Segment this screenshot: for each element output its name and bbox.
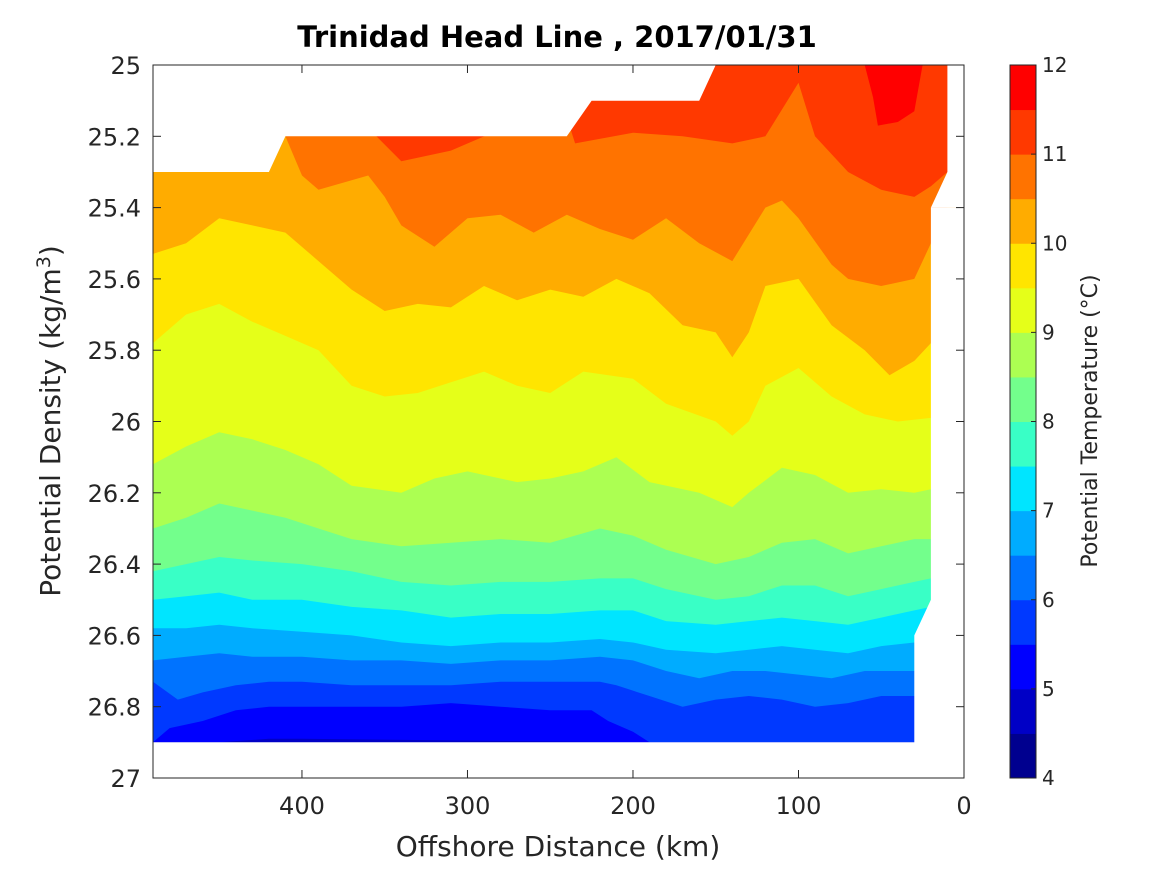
colorbar-segment bbox=[1010, 332, 1036, 378]
y-axis-label-superscript: 3 bbox=[33, 256, 55, 268]
colorbar-segment bbox=[1010, 243, 1036, 289]
y-tick-label: 25.6 bbox=[88, 266, 141, 294]
colorbar-tick-label: 12 bbox=[1042, 53, 1067, 77]
y-tick-label: 26.8 bbox=[88, 694, 141, 722]
y-tick-label: 26.4 bbox=[88, 551, 141, 579]
colorbar-tick-label: 4 bbox=[1042, 766, 1055, 790]
y-tick-label: 26 bbox=[110, 409, 141, 437]
colorbar-tick-label: 6 bbox=[1042, 588, 1055, 612]
chart-title: Trinidad Head Line , 2017/01/31 bbox=[297, 20, 817, 54]
colorbar-segment bbox=[1010, 65, 1036, 111]
colorbar-tick-label: 10 bbox=[1042, 231, 1067, 255]
colorbar-segment bbox=[1010, 109, 1036, 155]
y-axis-label-main: Potential Density (kg/m bbox=[34, 268, 67, 597]
colorbar: 4 5 6 7 8 9 10 11 12 bbox=[1009, 53, 1067, 790]
colorbar-segment bbox=[1010, 644, 1036, 690]
colorbar-segment bbox=[1010, 154, 1036, 200]
colorbar-segment bbox=[1010, 688, 1036, 734]
colorbar-segment bbox=[1010, 421, 1036, 467]
x-tick-label: 300 bbox=[445, 792, 491, 820]
contour-band-11-5 bbox=[153, 65, 964, 126]
contour-band-11 bbox=[153, 65, 964, 197]
colorbar-tick-label: 8 bbox=[1042, 410, 1055, 434]
colorbar-segment bbox=[1010, 733, 1036, 779]
colorbar-segment bbox=[1010, 376, 1036, 422]
mask-top bbox=[153, 65, 964, 208]
colorbar-segment bbox=[1010, 198, 1036, 244]
x-tick-label: 400 bbox=[279, 792, 325, 820]
y-tick-label: 26.6 bbox=[88, 622, 141, 650]
colorbar-segment bbox=[1010, 555, 1036, 601]
y-tick-label: 25.8 bbox=[88, 337, 141, 365]
plot-area bbox=[153, 65, 964, 778]
colorbar-tick-label: 7 bbox=[1042, 499, 1055, 523]
colorbar-tick-label: 5 bbox=[1042, 677, 1055, 701]
y-tick-label: 26.2 bbox=[88, 480, 141, 508]
x-axis: 400 300 200 100 0 bbox=[279, 65, 972, 820]
x-tick-label: 200 bbox=[610, 792, 656, 820]
colorbar-segment bbox=[1010, 510, 1036, 556]
y-tick-label: 25.2 bbox=[88, 123, 141, 151]
y-tick-label: 25 bbox=[110, 52, 141, 80]
x-axis-label: Offshore Distance (km) bbox=[396, 830, 721, 863]
y-axis-label: Potential Density (kg/m3) bbox=[33, 245, 67, 597]
x-tick-label: 0 bbox=[956, 792, 971, 820]
contour-bands bbox=[153, 65, 964, 778]
colorbar-segment bbox=[1010, 287, 1036, 333]
colorbar-segment bbox=[1010, 466, 1036, 512]
colorbar-segment bbox=[1010, 599, 1036, 645]
colorbar-tick-label: 9 bbox=[1042, 320, 1055, 344]
y-tick-label: 25.4 bbox=[88, 195, 141, 223]
no-data-mask bbox=[153, 65, 964, 778]
y-axis-label-close: ) bbox=[34, 245, 67, 256]
y-axis: 25 25.2 25.4 25.6 25.8 26 26.2 26.4 26.6 26.8 27 bbox=[88, 52, 964, 793]
colorbar-label: Potential Temperature (°C) bbox=[1078, 274, 1103, 567]
x-tick-label: 100 bbox=[776, 792, 822, 820]
y-tick-label: 27 bbox=[110, 765, 141, 793]
colorbar-tick-label: 11 bbox=[1042, 142, 1067, 166]
